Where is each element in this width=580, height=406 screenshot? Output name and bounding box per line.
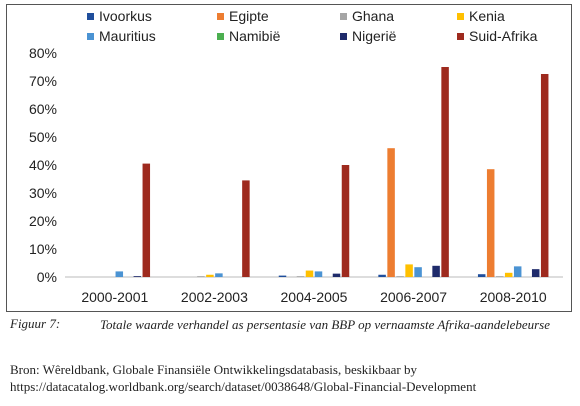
bar-kenia-2004-2005 (305, 270, 314, 277)
chart-frame: 0% 10% 20% 30% 40% 50% 60% 70% 80% 2000-2001 2002-… (6, 4, 572, 312)
legend-swatch (340, 13, 347, 20)
bar-mauritius-2002-2003 (215, 273, 223, 277)
legend-label: Suid-Afrika (469, 28, 538, 44)
bar-suid-afrika-2004-2005 (341, 165, 350, 277)
bar-suid-afrika-2002-2003 (242, 180, 250, 277)
bar-nigeri--2000-2001 (133, 276, 142, 277)
bar-ghana-2004-2005 (296, 276, 305, 277)
caption-label: Figuur 7: (10, 316, 61, 331)
bar-kenia-2002-2003 (206, 274, 214, 277)
source-note: Bron: Wêreldbank, Globale Finansiële Ont… (10, 362, 477, 394)
legend-label: Nigerië (352, 28, 397, 44)
bar-ghana-2008-2010 (495, 276, 504, 277)
legend-label: Namibië (229, 28, 281, 44)
legend-label: Mauritius (99, 28, 156, 44)
bar-nigeri--2008-2010 (531, 269, 540, 277)
bar-ivoorkus-2008-2010 (477, 274, 486, 277)
bar-ghana-2006-2007 (396, 276, 404, 277)
y-tick-label: 30% (29, 185, 57, 201)
legend-swatch (340, 33, 347, 40)
bar-suid-afrika-2000-2001 (142, 163, 151, 277)
x-tick-label: 2008-2010 (480, 289, 547, 305)
y-tick-label: 70% (29, 73, 57, 89)
y-tick-label: 40% (29, 157, 57, 173)
legend-swatch (217, 13, 224, 20)
bar-ghana-2002-2003 (197, 276, 205, 277)
bar-kenia-2006-2007 (405, 264, 413, 277)
bar-suid-afrika-2006-2007 (441, 67, 449, 277)
bar-nigeri--2006-2007 (432, 265, 440, 277)
bar-mauritius-2000-2001 (115, 271, 124, 277)
y-tick-label: 50% (29, 129, 57, 145)
y-tick-label: 10% (29, 241, 57, 257)
bar-egipte-2006-2007 (387, 148, 395, 277)
x-tick-label: 2004-2005 (281, 289, 348, 305)
y-tick-label: 0% (37, 269, 57, 285)
y-tick-label: 20% (29, 213, 57, 229)
chart: 0% 10% 20% 30% 40% 50% 60% 70% 80% 2000-2001 2002-… (29, 8, 563, 305)
bar-suid-afrika-2008-2010 (540, 74, 549, 277)
legend-swatch (87, 33, 94, 40)
y-tick-label: 80% (29, 45, 57, 61)
legend-label: Egipte (229, 8, 269, 24)
bar-mauritius-2008-2010 (513, 266, 522, 277)
legend-swatch (457, 13, 464, 20)
y-tick-label: 60% (29, 101, 57, 117)
bar-mauritius-2006-2007 (414, 267, 422, 277)
caption-text: Totale waarde verhandel as persentasie v… (100, 317, 550, 332)
legend-label: Kenia (469, 8, 505, 24)
bar-kenia-2008-2010 (504, 272, 513, 277)
x-tick-label: 2006-2007 (380, 289, 447, 305)
legend-label: Ivoorkus (99, 8, 152, 24)
x-tick-label: 2000-2001 (81, 289, 148, 305)
bar-mauritius-2004-2005 (314, 271, 323, 277)
legend-swatch (217, 33, 224, 40)
legend-swatch (87, 13, 94, 20)
x-tick-label: 2002-2003 (181, 289, 248, 305)
bar-ivoorkus-2006-2007 (378, 274, 386, 277)
bar-egipte-2008-2010 (486, 169, 495, 277)
legend-swatch (457, 33, 464, 40)
bar-ivoorkus-2004-2005 (278, 275, 287, 277)
legend-label: Ghana (352, 8, 394, 24)
bar-nigeri--2004-2005 (332, 273, 341, 277)
